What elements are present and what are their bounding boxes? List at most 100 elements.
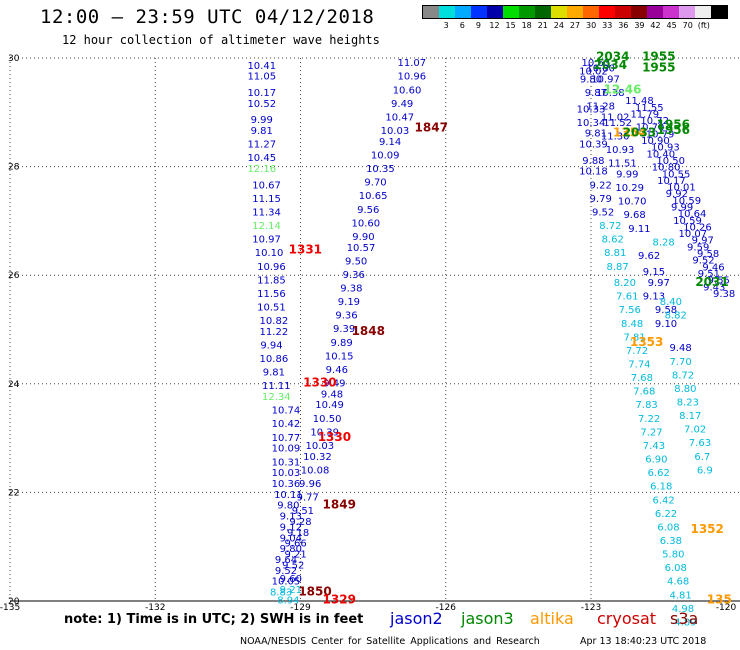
- colorbar-swatch: [647, 6, 663, 18]
- colorbar-label: 12: [489, 21, 500, 30]
- legend-altika: altika: [530, 609, 574, 628]
- legend-cryosat: cryosat: [597, 609, 657, 628]
- data-point: 9.70: [364, 178, 386, 189]
- data-point: 9.52: [275, 566, 297, 577]
- data-point: 10.80: [652, 163, 681, 174]
- colorbar-swatch: [551, 6, 567, 18]
- time-label: 2031: [695, 275, 728, 289]
- data-point: 9.99: [671, 203, 693, 214]
- data-point: 10.01: [667, 183, 696, 194]
- time-label: 135: [707, 593, 732, 607]
- colorbar-swatch: [487, 6, 503, 18]
- data-point: 9.48: [321, 389, 343, 400]
- data-point: 10.50: [313, 414, 342, 425]
- time-label: 2034: [596, 50, 629, 64]
- colorbar-swatch: [535, 6, 551, 18]
- data-point: 9.81: [251, 126, 273, 137]
- colorbar-swatch: [663, 6, 679, 18]
- colorbar-label: 21: [537, 21, 548, 30]
- data-point: 6.08: [657, 522, 679, 533]
- data-point: 9.97: [692, 236, 714, 247]
- x-tick-label: -135: [0, 603, 20, 613]
- data-point: 11.27: [247, 140, 276, 151]
- data-point: 10.39: [310, 427, 339, 438]
- data-point: 9.36: [343, 270, 365, 281]
- data-point: 7.68: [633, 387, 655, 398]
- data-point: 7.63: [689, 438, 711, 449]
- data-point: 11.55: [635, 103, 664, 114]
- legend-jason2: jason2: [390, 609, 443, 628]
- data-point: 10.18: [579, 167, 608, 178]
- data-point: 9.52: [282, 560, 304, 571]
- colorbar-label: 3: [443, 21, 449, 30]
- data-point: 10.41: [247, 61, 276, 72]
- data-point: 10.35: [366, 164, 395, 175]
- legend-s3a: s3a: [670, 609, 699, 628]
- data-point: 7.83: [636, 400, 658, 411]
- data-point: 9.46: [702, 262, 724, 273]
- data-point: 8.40: [660, 297, 682, 308]
- data-point: 9.46: [326, 365, 348, 376]
- colorbar-label: 33: [602, 21, 613, 30]
- data-point: 9.49: [391, 99, 413, 110]
- time-label: 1850: [298, 585, 331, 599]
- x-tick-label: -120: [716, 603, 737, 613]
- data-point: 10.29: [615, 183, 644, 194]
- data-point: 11.22: [260, 327, 289, 338]
- data-point: 10.96: [398, 72, 427, 83]
- data-point: 10.17: [657, 176, 686, 187]
- y-tick-label: 20: [8, 597, 20, 607]
- data-point: 10.93: [651, 143, 680, 154]
- data-point: 9.99: [616, 169, 638, 180]
- data-point: 10.33: [577, 104, 606, 115]
- data-point: 11.28: [586, 102, 615, 113]
- colorbar-label: 36: [618, 21, 629, 30]
- data-point: 9.49: [323, 379, 345, 390]
- colorbar-swatch: [423, 6, 439, 18]
- data-point: 10.31: [272, 457, 301, 468]
- legend-jason3: jason3: [461, 609, 514, 628]
- time-label: 1331: [289, 242, 322, 256]
- data-point: 10.59: [673, 216, 702, 227]
- data-point: 10.51: [257, 302, 286, 313]
- data-point: 9.64: [275, 555, 297, 566]
- colorbar-swatch: [439, 6, 455, 18]
- data-point: 10.72: [640, 116, 669, 127]
- data-point: 9.81: [585, 129, 607, 140]
- data-point: 9.99: [251, 115, 273, 126]
- data-point: 10.90: [641, 136, 670, 147]
- data-point: 9.38: [713, 289, 735, 300]
- data-point: 9.43: [703, 282, 725, 293]
- data-point: 9.68: [623, 210, 645, 221]
- data-point: 11.56: [257, 289, 286, 300]
- colorbar-swatch: [631, 6, 647, 18]
- data-point: 8.72: [599, 221, 621, 232]
- data-point: 4.81: [669, 590, 691, 601]
- data-point: 9.58: [655, 305, 677, 316]
- data-point: 8.81: [604, 248, 626, 259]
- data-point: 10.09: [272, 444, 301, 455]
- colorbar-swatch: [615, 6, 631, 18]
- data-point: 11.48: [625, 96, 654, 107]
- data-point: 10.59: [672, 196, 701, 207]
- chart-note: note: 1) Time is in UTC; 2) SWH is in fe…: [64, 612, 364, 627]
- time-label: 1849: [323, 498, 356, 512]
- data-point: 10.60: [393, 85, 422, 96]
- data-point: 11.30: [601, 131, 630, 142]
- data-point: 10.07: [679, 229, 708, 240]
- time-label: 1847: [415, 120, 448, 134]
- data-point: 6.42: [652, 495, 674, 506]
- data-point: 4.89: [674, 617, 696, 628]
- data-point: 11.34: [252, 207, 281, 218]
- colorbar-label: (ft): [697, 21, 710, 30]
- data-point: 12.14: [252, 221, 281, 232]
- data-point: 9.22: [590, 180, 612, 191]
- data-point: 10.05: [272, 577, 301, 588]
- data-point: 11.02: [601, 112, 630, 123]
- data-point: 11.52: [603, 118, 632, 129]
- colorbar-label: 70: [682, 21, 693, 30]
- colorbar-label: 15: [505, 21, 516, 30]
- data-point: 10.02: [579, 66, 608, 77]
- data-point: 9.51: [698, 269, 720, 280]
